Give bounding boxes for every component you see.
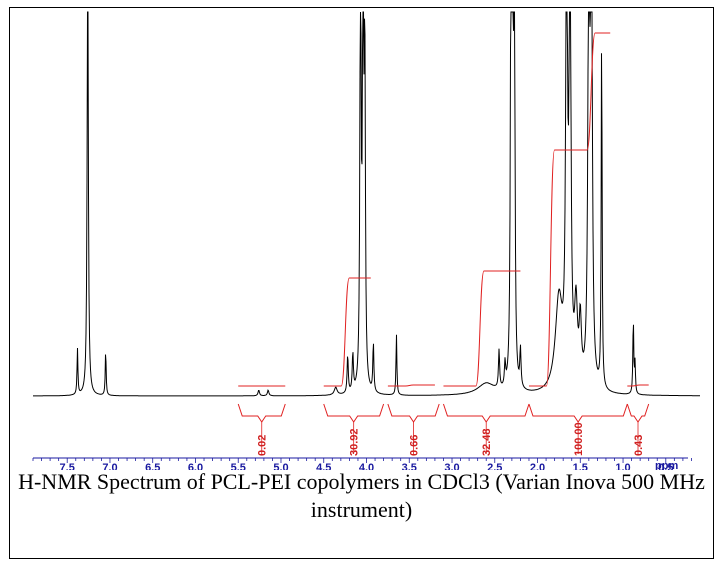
- x-tick-label: 1.0: [615, 462, 630, 470]
- integral-curve: [576, 32, 611, 151]
- integral-curve: [627, 384, 649, 387]
- nmr-spectrum-plot: 0.02 30.92 0.66 32.48 100.00 0.43 7.5 7.0 6.5 6.…: [32, 11, 700, 470]
- integral-bracket: [387, 403, 440, 423]
- integral-curve: [443, 270, 521, 387]
- integral-value-label: 32.48: [481, 428, 493, 456]
- x-tick-label: 6.5: [145, 462, 160, 470]
- integral-curve: [528, 149, 577, 387]
- integral-value-label: 100.00: [573, 422, 585, 456]
- x-tick-label: 1.5: [573, 462, 588, 470]
- integral-bracket: [442, 403, 530, 423]
- x-tick-label: 7.5: [60, 462, 75, 470]
- x-axis-unit-label: ppm: [655, 460, 678, 470]
- x-tick-label: 3.5: [402, 462, 417, 470]
- spectrum-line: [33, 11, 700, 397]
- x-tick-label: 4.5: [316, 462, 331, 470]
- x-tick-label: 4.0: [359, 462, 374, 470]
- spectrum-trace: [33, 11, 700, 397]
- integral-value-label: 0.02: [257, 435, 269, 456]
- x-tick-label: 5.0: [273, 462, 288, 470]
- integral-bracket: [237, 403, 286, 423]
- x-tick-label: 2.0: [530, 462, 545, 470]
- integral-bracket: [626, 403, 650, 423]
- integral-bracket: [323, 403, 385, 423]
- x-tick-label: 7.0: [102, 462, 117, 470]
- x-tick-label: 3.0: [444, 462, 459, 470]
- integral-curve: [387, 384, 435, 387]
- x-axis: 7.5 7.0 6.5 6.0 5.5 5.0 4.5 4.0 3.5 3.0 2.5 2.0 1.5 1…: [32, 457, 692, 470]
- integral-value-label: 0.43: [633, 435, 645, 456]
- integral-value-label: 0.66: [409, 435, 421, 456]
- integral-bracket: [528, 403, 628, 423]
- x-tick-label: 2.5: [487, 462, 502, 470]
- integral-curves: [238, 32, 649, 387]
- figure-caption: H-NMR Spectrum of PCL-PEI copolymers in …: [18, 469, 705, 522]
- x-tick-label: 5.5: [231, 462, 246, 470]
- x-tick-label: 0.5: [658, 462, 673, 470]
- integral-brackets: 0.02 30.92 0.66 32.48 100.00 0.43: [237, 403, 650, 456]
- integral-curve: [323, 277, 371, 387]
- x-tick-label: 6.0: [188, 462, 203, 470]
- integral-value-label: 30.92: [349, 428, 361, 456]
